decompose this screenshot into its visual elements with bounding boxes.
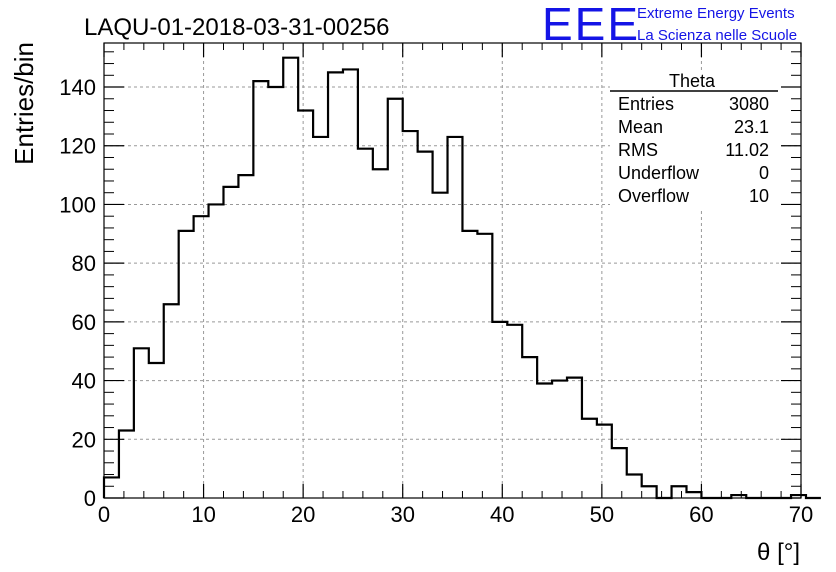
y-tick-labels: 0 20 40 60 80 100 120 140 [59, 75, 96, 511]
x-tick-label: 50 [590, 502, 614, 527]
stats-label-rms: RMS [618, 140, 658, 160]
stats-box: Theta Entries 3080 Mean 23.1 RMS 11.02 U… [610, 71, 780, 210]
stats-value-entries: 3080 [729, 94, 769, 114]
stats-label-entries: Entries [618, 94, 674, 114]
y-tick-label: 140 [59, 75, 96, 100]
y-axis-label: Entries/bin [9, 42, 39, 165]
eee-logo-mark: EEE [542, 0, 640, 50]
grid-lines [104, 43, 801, 498]
y-tick-label: 20 [72, 427, 96, 452]
plot-frame [103, 42, 802, 499]
eee-logo-line2: La Scienza nelle Scuole [637, 27, 797, 44]
y-tick-label: 40 [72, 369, 96, 394]
stats-label-underflow: Underflow [618, 163, 700, 183]
stats-value-underflow: 0 [759, 163, 769, 183]
x-tick-label: 20 [291, 502, 315, 527]
stats-box-background [610, 72, 780, 210]
stats-value-mean: 23.1 [734, 117, 769, 137]
eee-logo-line1: Extreme Energy Events [637, 5, 795, 22]
stats-value-overflow: 10 [749, 186, 769, 206]
x-tick-label: 30 [390, 502, 414, 527]
stats-label-overflow: Overflow [618, 186, 690, 206]
y-tick-label: 60 [72, 310, 96, 335]
histogram-line [102, 56, 821, 500]
x-tick-label: 0 [98, 502, 110, 527]
eee-logo: EEE Extreme Energy Events La Scienza nel… [542, 0, 797, 50]
axis-ticks [103, 43, 802, 499]
y-tick-label: 0 [84, 486, 96, 511]
y-tick-label: 120 [59, 134, 96, 159]
y-tick-label: 80 [72, 251, 96, 276]
stats-value-rms: 11.02 [725, 140, 769, 160]
x-tick-label: 70 [789, 502, 813, 527]
x-tick-label: 10 [191, 502, 215, 527]
chart-title: LAQU-01-2018-03-31-00256 [84, 14, 390, 41]
stats-box-title: Theta [669, 71, 716, 91]
x-tick-label: 40 [490, 502, 514, 527]
y-tick-label: 100 [59, 192, 96, 217]
x-tick-labels: 0 10 20 30 40 50 60 70 [98, 502, 813, 527]
x-tick-label: 60 [689, 502, 713, 527]
stats-label-mean: Mean [618, 117, 663, 137]
x-axis-label: θ [°] [757, 539, 800, 566]
